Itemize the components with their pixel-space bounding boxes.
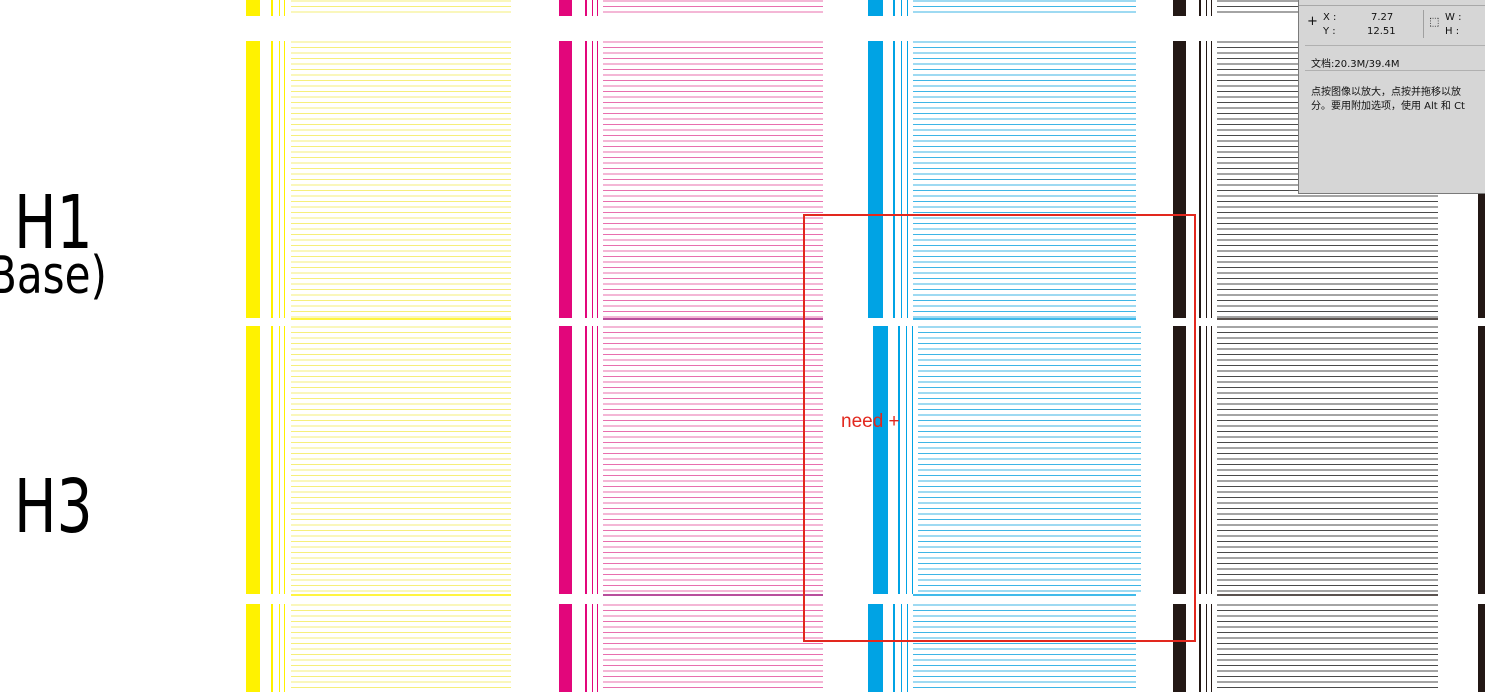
selection-size-icon: ⬚ [1429,15,1440,28]
cyan-thin-bar [901,41,902,318]
cyan-thin-bar [907,41,908,318]
magenta-thin-bar [592,0,593,16]
document-size: 文档:20.3M/39.4M [1311,59,1400,70]
yellow-thin-bar [284,604,285,692]
magenta-thin-bar [592,604,593,692]
h-label: H : [1445,26,1460,37]
black-thin-bar [1206,0,1207,16]
magenta-thin-bar [597,0,598,16]
yellow-thin-bar [271,326,273,594]
magenta-main-bar [559,41,572,318]
cyan-thin-bar [907,0,908,16]
cyan-thin-bar [907,604,908,692]
magenta-thin-bar [592,326,593,594]
x-label: X : [1323,12,1337,23]
yellow-thin-bar [284,41,285,318]
annotation-box [803,214,1196,642]
black-thin-bar [1199,604,1201,692]
label-h1: H1 [14,180,93,266]
magenta-thin-bar [585,326,587,594]
cyan-thin-bar [901,604,902,692]
magenta-thin-bar [597,326,598,594]
yellow-thin-bar [271,41,273,318]
black-thin-bar [1211,326,1212,594]
magenta-main-bar [559,0,572,16]
magenta-main-bar [559,326,572,594]
yellow-main-bar [246,0,260,16]
black-main-bar [1173,41,1186,318]
y-value: 12.51 [1367,26,1396,37]
black-thin-bar [1199,0,1201,16]
magenta-thin-bar [585,0,587,16]
black-main-bar [1173,0,1186,16]
black-thin-bar [1199,326,1201,594]
yellow-thin-bar [279,41,280,318]
yellow-thin-bar [271,604,273,692]
magenta-thin-bar [597,604,598,692]
black-thin-bar [1211,0,1212,16]
panel-separator [1305,70,1485,71]
magenta-thin-bar [585,41,587,318]
edge-marker-bar [1478,604,1485,692]
black-main-bar [1173,326,1186,594]
crosshair-icon: + [1307,14,1318,29]
black-thin-bar [1206,604,1207,692]
label-h3: H3 [14,464,93,550]
annotation-note: need + [841,411,900,432]
cyan-main-bar [868,604,883,692]
black-main-bar [1173,604,1186,692]
cyan-thin-bar [893,0,895,16]
panel-separator [1305,45,1485,46]
yellow-thin-bar [279,326,280,594]
label-base: Base) [0,246,107,306]
cyan-thin-bar [912,326,913,594]
cyan-thin-bar [893,604,895,692]
black-thin-bar [1199,41,1201,318]
cyan-thin-bar [901,0,902,16]
black-thin-bar [1211,604,1212,692]
yellow-main-bar [246,326,260,594]
info-panel: + X : 7.27 Y : 12.51 ⬚ W : H : 文档:20.3M/… [1298,0,1485,194]
yellow-main-bar [246,604,260,692]
black-thin-bar [1211,41,1212,318]
yellow-thin-bar [271,0,273,16]
y-label: Y : [1323,26,1336,37]
yellow-main-bar [246,41,260,318]
black-thin-bar [1206,41,1207,318]
magenta-thin-bar [585,604,587,692]
cyan-main-bar [868,41,883,318]
cyan-thin-bar [893,41,895,318]
panel-top-border [1299,5,1485,6]
yellow-thin-bar [284,0,285,16]
cyan-thin-bar [906,326,907,594]
magenta-main-bar [559,604,572,692]
cyan-main-bar [873,326,888,594]
cyan-main-bar [868,0,883,16]
w-label: W : [1445,12,1462,23]
magenta-thin-bar [597,41,598,318]
edge-marker-bar [1478,326,1485,594]
yellow-thin-bar [279,0,280,16]
magenta-thin-bar [592,41,593,318]
panel-divider [1423,10,1424,38]
help-text-line2: 分。要用附加选项，使用 Alt 和 Ct [1311,101,1465,112]
yellow-thin-bar [279,604,280,692]
x-value: 7.27 [1371,12,1394,23]
black-thin-bar [1206,326,1207,594]
help-text-line1: 点按图像以放大，点按并拖移以放 [1311,87,1461,98]
cyan-thin-bar [898,326,900,594]
yellow-thin-bar [284,326,285,594]
